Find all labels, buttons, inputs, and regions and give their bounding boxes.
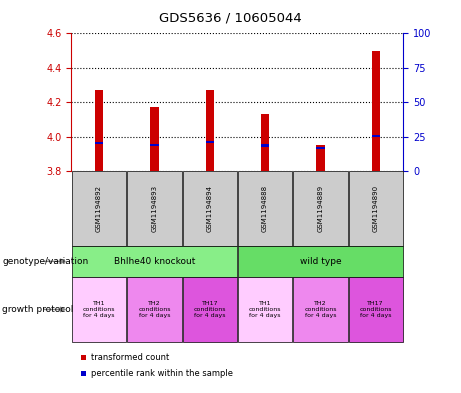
Bar — [261, 145, 269, 147]
Bar — [316, 147, 325, 149]
Bar — [95, 90, 103, 171]
Text: GSM1194888: GSM1194888 — [262, 185, 268, 232]
Text: GDS5636 / 10605044: GDS5636 / 10605044 — [159, 12, 302, 25]
Text: GSM1194893: GSM1194893 — [151, 185, 158, 232]
Bar — [206, 141, 214, 143]
Text: TH17
conditions
for 4 days: TH17 conditions for 4 days — [360, 301, 392, 318]
Text: growth protocol: growth protocol — [2, 305, 74, 314]
Text: GSM1194889: GSM1194889 — [317, 185, 324, 232]
Bar — [372, 134, 380, 136]
Text: TH1
conditions
for 4 days: TH1 conditions for 4 days — [249, 301, 281, 318]
Text: TH1
conditions
for 4 days: TH1 conditions for 4 days — [83, 301, 115, 318]
Text: GSM1194892: GSM1194892 — [96, 185, 102, 232]
Text: TH17
conditions
for 4 days: TH17 conditions for 4 days — [194, 301, 226, 318]
Bar — [316, 145, 325, 171]
Text: TH2
conditions
for 4 days: TH2 conditions for 4 days — [304, 301, 337, 318]
Bar — [150, 107, 159, 171]
Bar — [372, 51, 380, 171]
Bar — [150, 144, 159, 146]
Text: GSM1194890: GSM1194890 — [372, 185, 379, 232]
Text: Bhlhe40 knockout: Bhlhe40 knockout — [114, 257, 195, 266]
Text: GSM1194894: GSM1194894 — [207, 185, 213, 232]
Text: percentile rank within the sample: percentile rank within the sample — [91, 369, 233, 378]
Bar — [206, 90, 214, 171]
Text: TH2
conditions
for 4 days: TH2 conditions for 4 days — [138, 301, 171, 318]
Text: transformed count: transformed count — [91, 353, 169, 362]
Bar — [261, 114, 269, 171]
Text: genotype/variation: genotype/variation — [2, 257, 89, 266]
Bar — [95, 142, 103, 144]
Text: wild type: wild type — [300, 257, 341, 266]
